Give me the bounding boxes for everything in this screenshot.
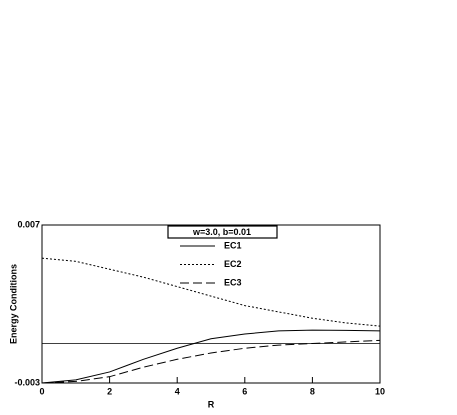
series-line	[41, 329, 381, 384]
x-tick-label: 0	[39, 386, 44, 396]
x-tick-label: 8	[310, 386, 315, 396]
x-tick-label: 4	[175, 386, 180, 396]
x-axis-label: R	[208, 399, 215, 409]
y-axis-label: Energy Conditions	[8, 264, 18, 344]
x-tick-label: 6	[242, 386, 247, 396]
x-tick-label: 10	[375, 386, 385, 396]
legend-label: EC3	[224, 277, 242, 287]
legend-title: w=3.0, b=0.01	[192, 227, 251, 237]
series-line	[41, 339, 381, 384]
legend-label: EC2	[224, 259, 242, 269]
y-tick-label: -0.003	[14, 377, 40, 387]
series-line	[41, 257, 381, 327]
legend-label: EC1	[224, 240, 242, 250]
legend-title-box	[167, 225, 278, 239]
plot-frame	[41, 224, 381, 384]
y-tick-label: 0.007	[17, 219, 40, 229]
x-tick-label: 2	[107, 386, 112, 396]
